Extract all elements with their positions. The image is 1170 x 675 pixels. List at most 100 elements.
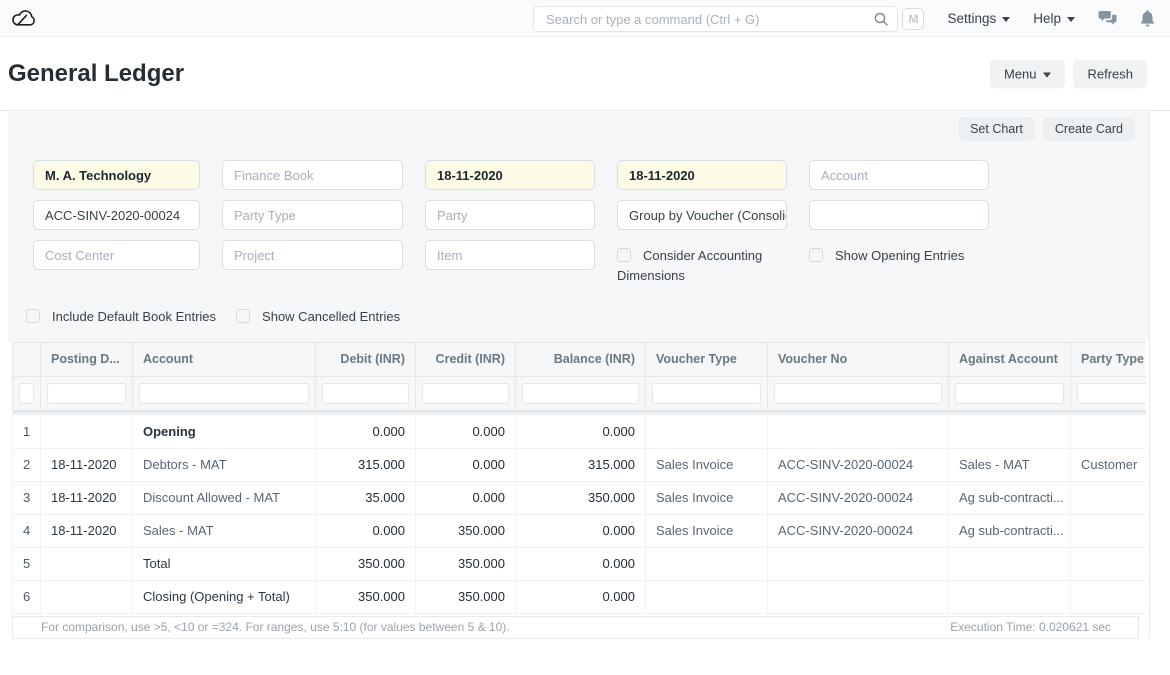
global-search xyxy=(533,6,898,32)
column-filter-input[interactable] xyxy=(522,382,639,404)
cell-balance: 0.000 xyxy=(515,514,646,548)
search-input[interactable] xyxy=(533,6,898,32)
chat-icon[interactable] xyxy=(1098,10,1117,27)
menu-button-label: Menu xyxy=(1003,66,1037,81)
column-filter-input[interactable] xyxy=(139,382,309,404)
checkbox-icon xyxy=(809,248,823,262)
cost-center-filter[interactable]: Cost Center xyxy=(33,240,200,270)
cell-against-account: Sales - MAT xyxy=(948,448,1071,482)
column-filter-input[interactable] xyxy=(774,382,942,404)
cell-debit: 35.000 xyxy=(315,481,416,515)
cell-party-type xyxy=(1070,514,1146,548)
voucher-no-filter[interactable]: ACC-SINV-2020-00024 xyxy=(33,200,200,230)
search-icon[interactable] xyxy=(873,11,889,27)
cell-idx: 2 xyxy=(12,448,41,482)
user-avatar[interactable]: M xyxy=(902,7,925,30)
cell-voucher-type: Sales Invoice xyxy=(645,448,768,482)
checkbox-icon xyxy=(26,309,40,323)
empty-filter[interactable] xyxy=(809,200,989,230)
project-filter[interactable]: Project xyxy=(222,240,403,270)
col-header-balance[interactable]: Balance (INR) xyxy=(515,341,646,377)
table-row[interactable]: 2 18-11-2020 Debtors - MAT 315.000 0.000… xyxy=(12,448,1146,482)
table-row[interactable]: 1 Opening 0.000 0.000 0.000 xyxy=(12,415,1146,449)
page-title: General Ledger xyxy=(8,59,185,87)
column-filter-input[interactable] xyxy=(47,382,126,404)
include-default-book-entries-label: Include Default Book Entries xyxy=(52,309,217,324)
refresh-button[interactable]: Refresh xyxy=(1073,59,1147,88)
col-header-party-type[interactable]: Party Type xyxy=(1070,341,1146,377)
cell-credit: 350.000 xyxy=(415,580,516,614)
cell-idx: 5 xyxy=(12,547,41,581)
notifications-bell-icon[interactable] xyxy=(1140,10,1155,27)
col-header-credit[interactable]: Credit (INR) xyxy=(415,341,516,377)
cell-voucher-no: ACC-SINV-2020-00024 xyxy=(767,448,949,482)
help-menu[interactable]: Help xyxy=(1033,11,1075,26)
cell-balance: 0.000 xyxy=(515,547,646,581)
cell-account: Opening xyxy=(132,415,316,449)
column-filter-input[interactable] xyxy=(1077,382,1146,404)
cell-balance: 0.000 xyxy=(515,415,646,449)
group-by-select[interactable]: Group by Voucher (Consolida xyxy=(617,200,787,230)
from-date-filter[interactable]: 18-11-2020 xyxy=(425,160,595,190)
chevron-down-icon xyxy=(1002,17,1011,22)
table-row[interactable]: 4 18-11-2020 Sales - MAT 0.000 350.000 0… xyxy=(12,514,1146,548)
item-filter[interactable]: Item xyxy=(425,240,595,270)
settings-menu[interactable]: Settings xyxy=(947,11,1011,26)
cell-voucher-no: ACC-SINV-2020-00024 xyxy=(767,481,949,515)
show-opening-entries-checkbox[interactable]: Show Opening Entries xyxy=(809,240,989,266)
cell-credit: 350.000 xyxy=(415,547,516,581)
col-header-voucher-type[interactable]: Voucher Type xyxy=(645,341,768,377)
company-filter[interactable]: M. A. Technology xyxy=(33,160,200,190)
menu-button[interactable]: Menu xyxy=(989,59,1066,88)
cell-voucher-type xyxy=(645,547,768,581)
cell-idx: 6 xyxy=(12,580,41,614)
table-row[interactable]: 6 Closing (Opening + Total) 350.000 350.… xyxy=(12,580,1146,614)
settings-label: Settings xyxy=(947,11,997,26)
cell-account: Total xyxy=(132,547,316,581)
col-header-debit[interactable]: Debit (INR) xyxy=(315,341,416,377)
cell-posting-date: 18-11-2020 xyxy=(40,514,133,548)
cell-credit: 0.000 xyxy=(415,415,516,449)
cell-account: Discount Allowed - MAT xyxy=(132,481,316,515)
cell-posting-date xyxy=(40,580,133,614)
col-header-voucher-no[interactable]: Voucher No xyxy=(767,341,949,377)
party-type-filter[interactable]: Party Type xyxy=(222,200,403,230)
table-row[interactable]: 3 18-11-2020 Discount Allowed - MAT 35.0… xyxy=(12,481,1146,515)
to-date-filter[interactable]: 18-11-2020 xyxy=(617,160,787,190)
cell-party-type: Customer xyxy=(1070,448,1146,482)
column-filter-input[interactable] xyxy=(322,382,409,404)
cell-debit: 350.000 xyxy=(315,547,416,581)
app-logo-icon[interactable] xyxy=(10,5,36,31)
cell-against-account: Ag sub-contracti... xyxy=(948,514,1071,548)
create-card-button[interactable]: Create Card xyxy=(1042,117,1135,141)
show-cancelled-entries-checkbox[interactable]: Show Cancelled Entries xyxy=(236,307,400,327)
report-table-wrapper: Posting D... Account Debit (INR) Credit … xyxy=(12,341,1146,614)
help-label: Help xyxy=(1033,11,1061,26)
include-default-book-entries-checkbox[interactable]: Include Default Book Entries xyxy=(26,307,216,327)
account-filter[interactable]: Account xyxy=(809,160,989,190)
party-filter[interactable]: Party xyxy=(425,200,595,230)
col-header-against-account[interactable]: Against Account xyxy=(948,341,1071,377)
cell-against-account xyxy=(948,415,1071,449)
cell-balance: 315.000 xyxy=(515,448,646,482)
cell-account: Debtors - MAT xyxy=(132,448,316,482)
filter-hint-text: For comparison, use >5, <10 or =324. For… xyxy=(41,620,510,634)
consider-accounting-dimensions-checkbox[interactable]: Consider Accounting Dimensions xyxy=(617,240,787,285)
col-header-posting-date[interactable]: Posting D... xyxy=(40,341,133,377)
cell-account: Sales - MAT xyxy=(132,514,316,548)
cell-against-account: Ag sub-contracti... xyxy=(948,481,1071,515)
cell-posting-date: 18-11-2020 xyxy=(40,448,133,482)
column-filter-input[interactable] xyxy=(19,382,34,404)
filter-area: Set Chart Create Card M. A. Technology F… xyxy=(8,111,1149,342)
column-filter-input[interactable] xyxy=(955,382,1064,404)
table-footer: For comparison, use >5, <10 or =324. For… xyxy=(12,615,1139,639)
set-chart-button[interactable]: Set Chart xyxy=(958,117,1035,141)
column-filter-input[interactable] xyxy=(652,382,761,404)
finance-book-filter[interactable]: Finance Book xyxy=(222,160,403,190)
table-row[interactable]: 5 Total 350.000 350.000 0.000 xyxy=(12,547,1146,581)
header-shadow xyxy=(12,410,1146,415)
show-cancelled-entries-label: Show Cancelled Entries xyxy=(262,309,401,324)
col-header-account[interactable]: Account xyxy=(132,341,316,377)
col-header-idx[interactable] xyxy=(12,341,41,377)
column-filter-input[interactable] xyxy=(422,382,509,404)
